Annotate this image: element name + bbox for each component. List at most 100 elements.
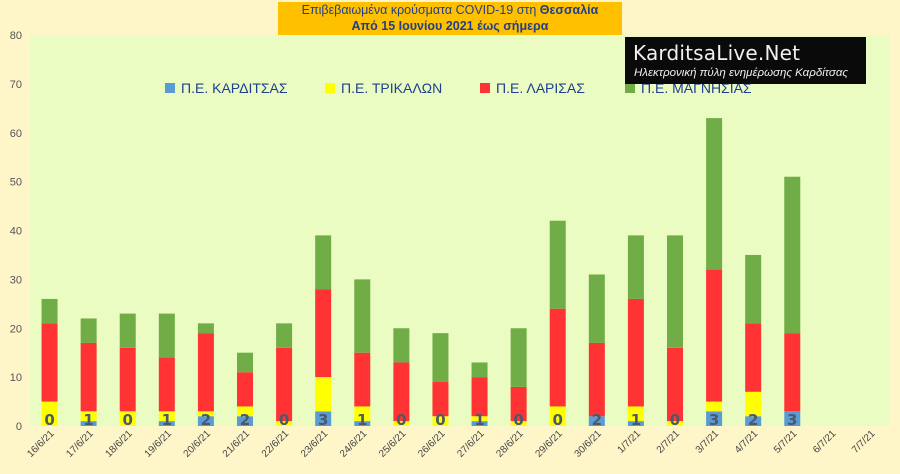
y-tick-label: 80 <box>10 30 22 42</box>
x-tick-label: 24/6/21 <box>338 428 370 460</box>
x-tick-label: 19/6/21 <box>143 428 175 460</box>
logo-subtitle: Ηλεκτρονική πύλη ενημέρωσης Καρδίτσας <box>634 67 848 79</box>
x-tick-label: 17/6/21 <box>64 428 96 460</box>
bar-segment <box>315 411 332 426</box>
bar-segment <box>41 298 58 324</box>
x-tick-label: 26/6/21 <box>416 428 448 460</box>
x-tick-label: 18/6/21 <box>103 428 135 460</box>
data-label: 1 <box>631 411 641 429</box>
bar-segment <box>197 411 214 417</box>
data-label: 1 <box>474 411 484 429</box>
y-tick-label: 20 <box>10 323 22 335</box>
bar-segment <box>627 421 644 426</box>
data-label: 2 <box>240 411 250 429</box>
bar-segment <box>510 421 527 426</box>
bar-segment <box>354 279 371 353</box>
bar-segment <box>784 411 801 426</box>
x-tick-label: 28/6/21 <box>494 428 526 460</box>
data-label: 1 <box>357 411 367 429</box>
x-tick-label: 4/7/21 <box>733 428 761 456</box>
bar-segment <box>667 421 683 426</box>
bar-segment <box>354 352 371 407</box>
legend-swatch <box>480 83 490 93</box>
bar-segment <box>745 416 762 426</box>
bar-segment <box>549 308 566 407</box>
x-tick-label: 5/7/21 <box>772 428 800 456</box>
legend-label: Π.Ε. ΛΑΡΙΣΑΣ <box>496 80 585 96</box>
bar-segment <box>745 254 762 324</box>
bar-segment <box>745 323 762 392</box>
data-label: 0 <box>513 411 523 429</box>
data-label: 0 <box>44 411 54 429</box>
bar-segment <box>276 323 293 348</box>
bar-segment <box>471 421 488 426</box>
legend-label: Π.Ε. ΜΑΓΝΗΣΙΑΣ <box>641 80 752 96</box>
legend-swatch <box>165 83 175 93</box>
bar-segment <box>315 289 332 378</box>
logo-name: KarditsaLive.Net <box>633 41 801 65</box>
y-tick-label: 70 <box>10 79 22 91</box>
bar-segment <box>315 235 332 290</box>
data-label: 2 <box>592 411 602 429</box>
legend-swatch <box>625 83 635 93</box>
legend-swatch <box>325 83 335 93</box>
title-prefix: Επιβεβαιωμένα κρούσματα COVID-19 στη <box>301 3 540 17</box>
legend-label: Π.Ε. ΤΡΙΚΑΛΩΝ <box>341 80 442 96</box>
bar-segment <box>41 401 58 426</box>
x-tick-label: 29/6/21 <box>533 428 565 460</box>
bar-segment <box>393 328 410 363</box>
bar-segment <box>432 382 449 417</box>
bar-segment <box>432 333 449 383</box>
bar-segment <box>276 421 293 426</box>
bar-segment <box>432 416 449 426</box>
x-tick-label: 30/6/21 <box>573 428 605 460</box>
bar-segment <box>588 342 605 417</box>
bar-segment <box>80 421 97 426</box>
x-tick-label: 22/6/21 <box>260 428 292 460</box>
bar-segment <box>158 411 175 422</box>
bar-segment <box>784 333 801 412</box>
data-label: 2 <box>748 411 758 429</box>
bar-segment <box>706 269 723 402</box>
bar-segment <box>627 406 644 422</box>
data-label: 1 <box>83 411 93 429</box>
data-label: 0 <box>670 411 680 429</box>
bar-segment <box>393 362 410 422</box>
bar-segment <box>197 323 214 334</box>
legend-label: Π.Ε. ΚΑΡΔΙΤΣΑΣ <box>181 80 288 96</box>
bar-segment <box>158 421 175 426</box>
bar-segment <box>237 416 253 426</box>
x-tick-label: 16/6/21 <box>25 428 57 460</box>
x-tick-label: 21/6/21 <box>221 428 253 460</box>
bar-segment <box>354 406 371 422</box>
y-tick-label: 50 <box>10 177 22 189</box>
bar-segment <box>549 220 566 309</box>
bar-segment <box>197 333 214 412</box>
bar-segment <box>471 362 488 378</box>
karditsalive-logo: KarditsaLive.Net Ηλεκτρονική πύλη ενημέρ… <box>625 37 866 84</box>
bar-segment <box>237 406 253 417</box>
x-tick-label: 23/6/21 <box>299 428 331 460</box>
bar-segment <box>315 377 332 412</box>
chart-title-line1: Επιβεβαιωμένα κρούσματα COVID-19 στη Θεσ… <box>278 2 622 18</box>
title-region: Θεσσαλία <box>539 3 599 17</box>
bar-segment <box>237 352 253 373</box>
bar-segment <box>706 118 723 270</box>
bar-segment <box>393 421 410 426</box>
y-tick-label: 40 <box>10 226 22 238</box>
data-label: 1 <box>162 411 172 429</box>
bar-segment <box>706 401 723 412</box>
bar-segment <box>510 386 527 422</box>
bar-segment <box>745 391 762 417</box>
data-label: 2 <box>201 411 211 429</box>
data-label: 3 <box>787 411 797 429</box>
bar-segment <box>667 235 683 348</box>
bar-segment <box>627 235 644 299</box>
bar-segment <box>588 274 605 343</box>
y-tick-label: 30 <box>10 274 22 286</box>
data-label: 3 <box>709 411 719 429</box>
x-tick-label: 27/6/21 <box>455 428 487 460</box>
chart-title-line2: Από 15 Ιουνίου 2021 έως σήμερα <box>351 19 549 33</box>
bar-segment <box>627 298 644 407</box>
